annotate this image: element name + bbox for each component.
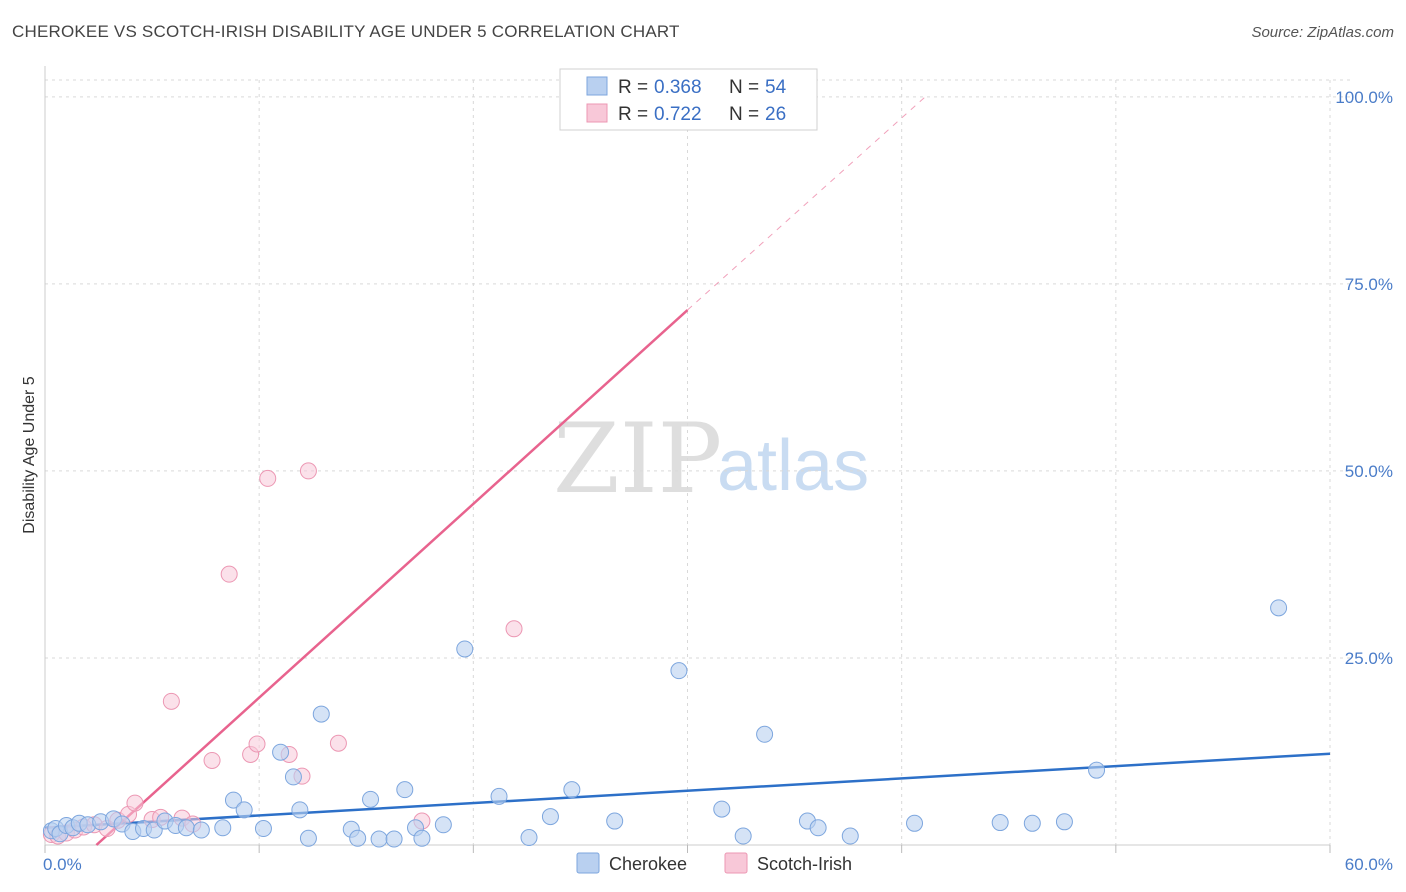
cherokee-point	[177, 819, 195, 837]
bottom-legend-swatch-cherokee	[576, 852, 600, 874]
cherokee-point	[756, 725, 774, 743]
bottom-legend-scotch-irish: Scotch-Irish	[757, 854, 852, 874]
legend-r-label-2: R =	[618, 104, 648, 125]
cherokee-point	[312, 705, 330, 723]
cherokee-point	[370, 830, 388, 848]
cherokee-point	[434, 816, 452, 834]
legend-swatch-scotch-irish	[586, 103, 608, 123]
cherokee-point	[1023, 814, 1041, 832]
scotch-irish-point	[329, 734, 347, 752]
cherokee-point	[606, 812, 624, 830]
legend-r-value-1: 0.368	[654, 77, 702, 98]
legend-r-label-1: R =	[618, 77, 648, 98]
scotch-irish-point	[505, 620, 523, 638]
legend-n-value-2: 26	[765, 104, 786, 125]
scotch-irish-trend-extension	[687, 96, 926, 311]
y-tick-label: 25.0%	[1345, 649, 1393, 668]
scotch-irish-point	[259, 469, 277, 487]
scotch-irish-point	[248, 735, 266, 753]
scotch-irish-point	[220, 565, 238, 583]
cherokee-point	[841, 827, 859, 845]
cherokee-point	[520, 829, 538, 847]
cherokee-point	[362, 790, 380, 808]
cherokee-point	[224, 791, 242, 809]
cherokee-point	[490, 787, 508, 805]
scotch-irish-point	[299, 462, 317, 480]
cherokee-point	[272, 743, 290, 761]
axes: 25.0% 50.0% 75.0% 100.0% 0.0% 60.0%	[43, 66, 1393, 874]
legend-n-label-2: N =	[729, 104, 759, 125]
cherokee-point	[349, 829, 367, 847]
cherokee-point	[991, 814, 1009, 832]
cherokee-point	[906, 814, 924, 832]
y-tick-label: 100.0%	[1335, 88, 1393, 107]
cherokee-point	[670, 662, 688, 680]
cherokee-point	[254, 820, 272, 838]
cherokee-point	[413, 829, 431, 847]
bottom-legend-swatch-scotch-irish	[724, 852, 748, 874]
source-label: Source: ZipAtlas.com	[1251, 24, 1394, 41]
trend-lines	[44, 96, 1331, 846]
cherokee-point	[809, 819, 827, 837]
legend-n-label-1: N =	[729, 77, 759, 98]
correlation-legend: R = 0.368 N = 54 R = 0.722 N = 26	[559, 68, 818, 131]
legend-n-value-1: 54	[765, 77, 787, 98]
cherokee-point	[192, 821, 210, 839]
cherokee-point	[713, 800, 731, 818]
cherokee-point	[385, 830, 403, 848]
cherokee-point	[734, 827, 752, 845]
data-points	[42, 462, 1288, 848]
cherokee-trend-line	[44, 752, 1331, 830]
bottom-legend-cherokee: Cherokee	[609, 854, 687, 874]
cherokee-point	[1055, 813, 1073, 831]
chart-title: CHEROKEE VS SCOTCH-IRISH DISABILITY AGE …	[12, 22, 680, 41]
cherokee-point	[299, 829, 317, 847]
legend-swatch-cherokee	[586, 76, 608, 96]
cherokee-point	[235, 801, 253, 819]
cherokee-point	[541, 808, 559, 826]
cherokee-point	[284, 768, 302, 786]
watermark-atlas: atlas	[717, 426, 869, 506]
scotch-irish-point	[203, 751, 221, 769]
scotch-irish-point	[126, 794, 144, 812]
y-tick-label: 75.0%	[1345, 275, 1393, 294]
cherokee-point	[291, 801, 309, 819]
cherokee-point	[396, 781, 414, 799]
y-axis-label: Disability Age Under 5	[21, 376, 38, 534]
scotch-irish-point	[162, 692, 180, 710]
cherokee-point	[1270, 599, 1288, 617]
grid	[45, 79, 1350, 845]
y-tick-label: 50.0%	[1345, 462, 1393, 481]
legend-r-value-2: 0.722	[654, 104, 702, 125]
x-tick-label: 60.0%	[1345, 855, 1393, 874]
x-tick-label: 0.0%	[43, 855, 82, 874]
cherokee-point	[456, 640, 474, 658]
cherokee-point	[1088, 761, 1106, 779]
cherokee-point	[563, 781, 581, 799]
cherokee-point	[214, 819, 232, 837]
scotch-irish-trend-line	[95, 309, 689, 846]
series-legend: Cherokee Scotch-Irish	[576, 852, 852, 874]
watermark-zip: ZIP	[553, 403, 722, 515]
